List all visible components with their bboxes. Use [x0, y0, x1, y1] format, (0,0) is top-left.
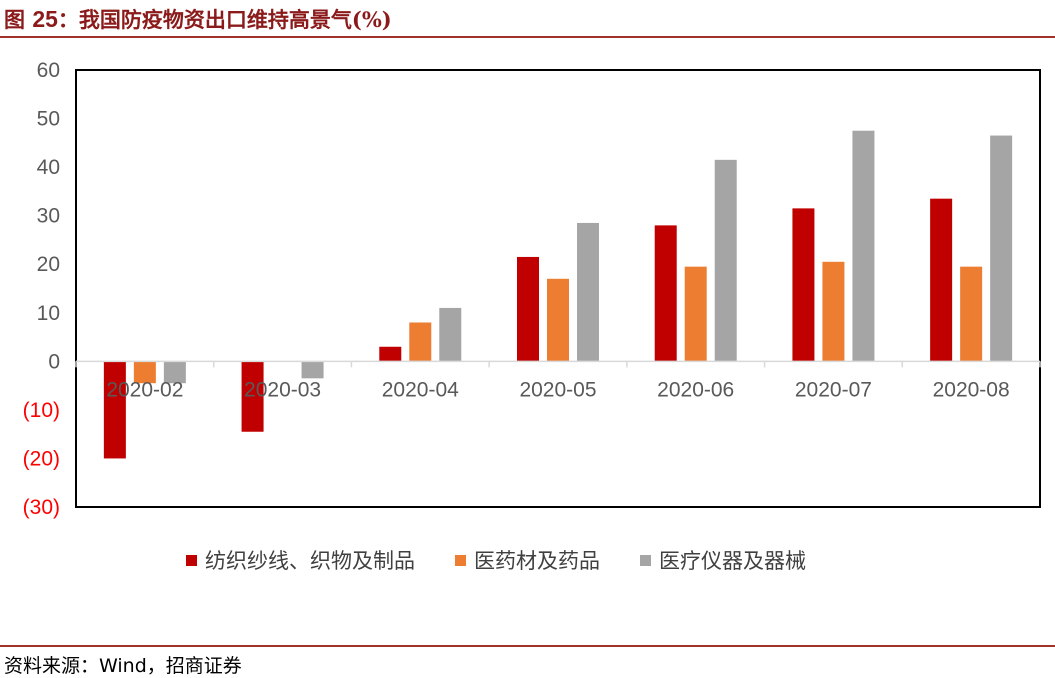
- bar-3-2020-06: [714, 159, 737, 362]
- y-tick-label: 30: [37, 205, 60, 228]
- legend-swatch-medicine: [455, 554, 466, 566]
- bar-3-2020-04: [439, 307, 462, 362]
- bar-3-2020-03: [301, 361, 324, 379]
- bar-1-2020-06: [654, 225, 677, 362]
- y-tick-label: (10): [23, 399, 60, 422]
- legend-label-textiles: 纺织纱线、织物及制品: [205, 549, 415, 573]
- legend-swatch-textiles: [186, 554, 197, 566]
- figure-number: 25: [32, 6, 58, 32]
- bar-1-2020-05: [517, 256, 539, 362]
- chart-legend: 纺织纱线、织物及制品 医药材及药品 医疗仪器及器械: [186, 545, 806, 575]
- bar-3-2020-02: [163, 361, 186, 384]
- title-rule: [0, 36, 1055, 38]
- y-tick-label: 40: [37, 156, 60, 179]
- bar-1-2020-02: [103, 361, 126, 459]
- bar-chart: 60 50 40 30 20 10 0 (10) (20) (30) 2020-02 2020-03 2…: [23, 59, 1041, 519]
- x-tick-label: 2020-03: [244, 378, 321, 401]
- bar-2-2020-07: [822, 261, 845, 362]
- bar-2-2020-04: [409, 322, 432, 362]
- figure-label: 图: [4, 7, 25, 32]
- bar-3-2020-05: [577, 222, 599, 362]
- legend-item-textiles: 纺织纱线、织物及制品: [186, 545, 415, 575]
- bar-3-2020-07: [852, 130, 875, 362]
- figure-title: 图 25：我国防疫物资出口维持高景气(%): [4, 4, 392, 34]
- x-tick-label: 2020-07: [795, 378, 872, 401]
- bar-2-2020-08: [960, 266, 983, 362]
- bar-2-2020-02: [133, 361, 156, 384]
- legend-label-medicine: 医药材及药品: [474, 549, 600, 573]
- plot-frame: [75, 69, 1041, 508]
- x-tick-label: 2020-08: [933, 378, 1010, 401]
- bar-3-2020-08: [990, 135, 1013, 362]
- bar-2-2020-05: [547, 278, 569, 362]
- legend-swatch-devices: [640, 554, 651, 566]
- y-tick-label: 50: [37, 108, 60, 131]
- y-tick-label: 10: [37, 302, 60, 325]
- y-tick-label: (20): [23, 447, 60, 470]
- legend-label-devices: 医疗仪器及器械: [659, 549, 806, 573]
- source-rule: [0, 645, 1055, 647]
- bar-1-2020-03: [241, 361, 264, 432]
- source-note: 资料来源：Wind，招商证券: [4, 655, 242, 677]
- legend-item-devices: 医疗仪器及器械: [640, 545, 806, 575]
- bar-1-2020-07: [792, 208, 815, 362]
- figure-title-text: ：我国防疫物资出口维持高景气(%): [57, 7, 392, 32]
- x-tick-label: 2020-05: [519, 378, 596, 401]
- bar-1-2020-04: [379, 346, 402, 362]
- y-tick-label: 20: [37, 253, 60, 276]
- y-tick-label: 0: [48, 350, 60, 373]
- bar-2-2020-06: [684, 266, 707, 362]
- bar-1-2020-08: [930, 198, 953, 362]
- x-tick-label: 2020-06: [657, 378, 734, 401]
- x-tick-label: 2020-04: [382, 378, 459, 401]
- y-tick-label: 60: [37, 59, 60, 82]
- legend-item-medicine: 医药材及药品: [455, 545, 600, 575]
- x-tick-label: 2020-02: [106, 378, 183, 401]
- y-tick-label: (30): [23, 496, 60, 519]
